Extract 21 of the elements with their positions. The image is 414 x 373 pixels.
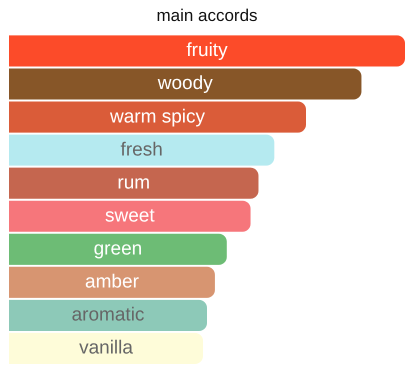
bar [9,234,227,265]
y-tick-label: fresh [120,139,163,160]
y-tick-label: fruity [186,40,228,62]
bar [9,102,306,133]
bar [9,35,405,66]
y-tick-label: rum [117,172,150,194]
bar [9,168,258,199]
y-tick-label: sweet [104,205,156,226]
bar [9,332,204,364]
y-tick-label: warm spicy [108,106,206,128]
bar [9,300,207,331]
y-tick-label: woody [156,73,214,94]
bar [9,68,362,100]
y-tick-label: amber [85,272,140,293]
y-tick-label: aromatic [72,304,144,326]
y-tick-label: vanilla [79,338,134,359]
bar [9,134,274,166]
y-tick-label: green [94,238,142,260]
chart-title: main accords [156,6,258,25]
bar [9,266,215,298]
bar [9,200,251,232]
